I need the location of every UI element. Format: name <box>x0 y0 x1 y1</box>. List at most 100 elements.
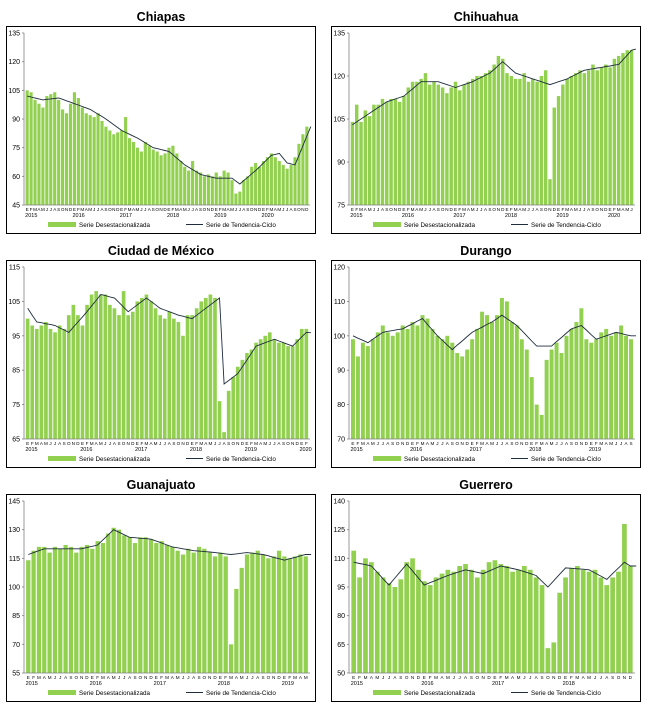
bar <box>143 141 147 205</box>
bar <box>351 550 357 673</box>
bar <box>191 552 196 673</box>
bar <box>25 90 29 205</box>
month-label: J <box>49 441 51 446</box>
month-label: N <box>181 441 184 446</box>
bar <box>42 546 47 673</box>
bar <box>622 523 627 673</box>
bar <box>98 294 103 439</box>
bar <box>483 73 488 205</box>
month-label: O <box>492 207 496 212</box>
bar <box>111 527 116 673</box>
month-label: D <box>69 207 73 212</box>
month-label: E <box>423 675 426 680</box>
month-label: M <box>277 207 281 212</box>
bar <box>579 308 584 439</box>
bar <box>559 353 564 439</box>
month-label: M <box>254 441 258 446</box>
bar <box>266 558 271 673</box>
month-label: D <box>466 441 470 446</box>
month-label: A <box>467 207 471 212</box>
bar <box>71 304 76 439</box>
month-label: F <box>407 207 410 212</box>
bar <box>435 335 440 439</box>
bar <box>116 529 122 673</box>
year-label: 2017 <box>120 213 132 219</box>
month-label: J <box>59 675 61 680</box>
month-label: M <box>101 675 105 680</box>
month-label: A <box>432 207 436 212</box>
month-label: S <box>510 441 513 446</box>
month-label: J <box>144 207 146 212</box>
bar <box>367 116 372 205</box>
month-label: O <box>231 441 235 446</box>
month-label: J <box>377 207 379 212</box>
month-label: N <box>461 441 464 446</box>
bar <box>595 70 599 205</box>
month-label: A <box>40 441 44 446</box>
month-label: J <box>523 675 525 680</box>
month-label: A <box>37 207 41 212</box>
month-label: J <box>560 441 562 446</box>
month-label: E <box>73 207 76 212</box>
month-label: J <box>191 207 193 212</box>
month-label: N <box>144 675 147 680</box>
bar <box>586 571 592 673</box>
bar <box>614 332 619 439</box>
year-label: 2020 <box>262 213 274 219</box>
month-label: A <box>132 207 136 212</box>
bar <box>135 301 140 439</box>
bar <box>475 76 479 205</box>
year-label: 2017 <box>154 681 166 687</box>
y-tick-label: 105 <box>333 117 345 124</box>
bar <box>121 291 126 439</box>
panel-durango: Durango 70 80 90 100 110 120 E F M A M J J A S O N D E F M A M… <box>331 242 641 468</box>
bar <box>269 153 273 205</box>
y-tick-label: 110 <box>334 556 345 563</box>
panel-guanajuato: Guanajuato 55 70 85 100 115 130 145 E F M A M J J A S O N… <box>6 476 316 702</box>
month-label: S <box>470 675 473 680</box>
bar <box>380 98 385 205</box>
bar <box>445 569 451 673</box>
year-label: 2016 <box>90 681 102 687</box>
month-label: M <box>90 441 94 446</box>
bar <box>522 73 526 205</box>
month-label: O <box>546 675 550 680</box>
month-label: S <box>629 441 632 446</box>
bar <box>126 315 130 439</box>
bar <box>589 342 594 439</box>
y-tick-label: 145 <box>8 499 20 506</box>
bar <box>196 546 202 673</box>
bar <box>138 537 143 673</box>
month-label: M <box>490 441 494 446</box>
month-label: A <box>128 675 132 680</box>
bar <box>290 346 295 439</box>
month-label: A <box>277 441 281 446</box>
bar <box>151 149 155 205</box>
bar <box>72 92 76 205</box>
y-tick-label: 55 <box>12 671 20 678</box>
bar <box>363 110 368 205</box>
month-label: S <box>591 207 594 212</box>
bar <box>504 565 510 673</box>
month-label: E <box>609 207 612 212</box>
month-label: A <box>570 207 574 212</box>
bar <box>505 73 509 205</box>
month-label: J <box>615 441 617 446</box>
bar <box>260 554 266 673</box>
bar <box>561 84 565 205</box>
month-label: J <box>188 207 190 212</box>
month-label: A <box>259 441 263 446</box>
year-label: 2018 <box>167 213 179 219</box>
y-tick-label: 65 <box>337 642 345 649</box>
month-label: A <box>621 207 625 212</box>
bar <box>244 554 250 673</box>
month-label: O <box>595 207 599 212</box>
legend-bar-swatch <box>48 222 76 227</box>
bar <box>556 96 561 205</box>
year-label: 2020 <box>299 447 311 453</box>
month-label: M <box>364 675 368 680</box>
month-label: E <box>81 441 84 446</box>
bar <box>185 315 190 439</box>
bar <box>565 78 569 205</box>
